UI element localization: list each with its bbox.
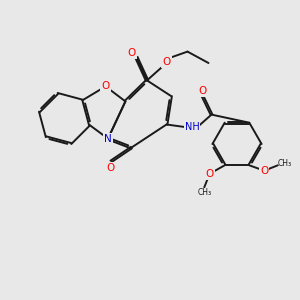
Text: N: N (104, 134, 112, 144)
Text: O: O (106, 163, 115, 173)
Text: CH₃: CH₃ (197, 188, 212, 197)
Text: O: O (162, 57, 171, 68)
Text: O: O (128, 48, 136, 58)
Text: CH₃: CH₃ (277, 159, 292, 168)
Text: NH: NH (184, 122, 200, 133)
Text: O: O (206, 169, 214, 179)
Text: O: O (198, 85, 207, 96)
Text: O: O (260, 166, 269, 176)
Text: O: O (101, 81, 110, 92)
